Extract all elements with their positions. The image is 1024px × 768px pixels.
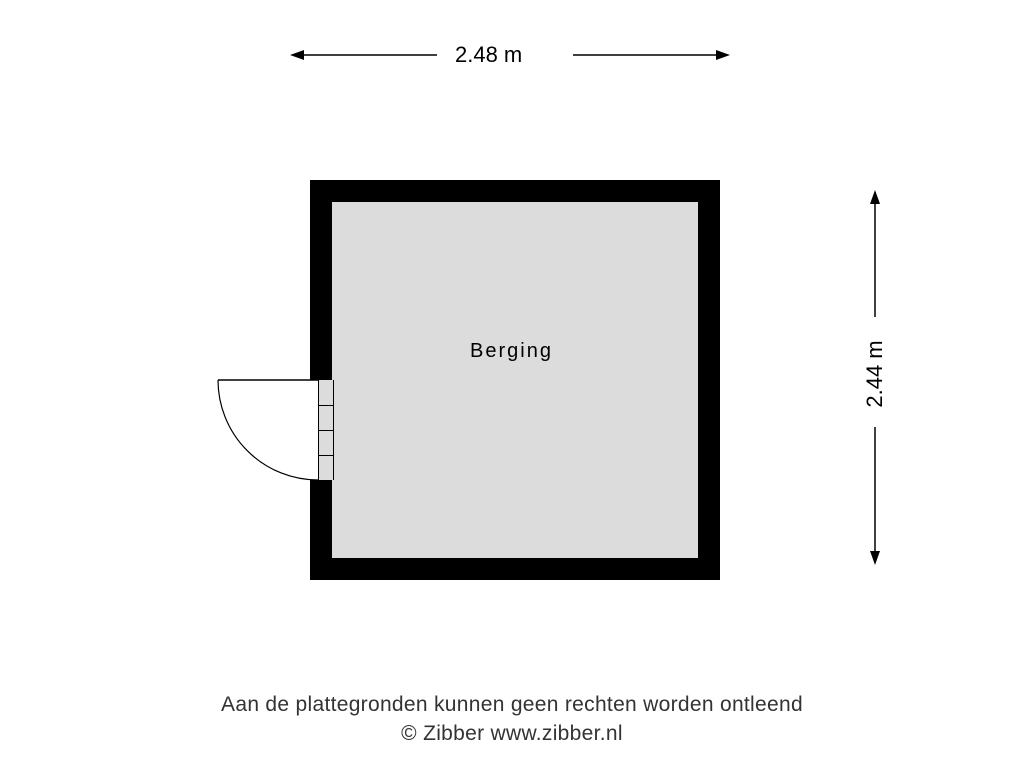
dimension-width-label: 2.48 m: [455, 42, 522, 68]
dimension-height-label: 2.44 m: [862, 314, 888, 434]
door-threshold: [318, 380, 334, 480]
floorplan-canvas: Berging 2.48 m 2.44 m Aan de plattegrond…: [0, 0, 1024, 768]
room-label: Berging: [470, 340, 553, 363]
footer-line-1: Aan de plattegronden kunnen geen rechten…: [221, 693, 803, 716]
footer-disclaimer: Aan de plattegronden kunnen geen rechten…: [0, 691, 1024, 748]
room-floor: [332, 202, 698, 558]
footer-line-2: © Zibber www.zibber.nl: [401, 722, 623, 745]
